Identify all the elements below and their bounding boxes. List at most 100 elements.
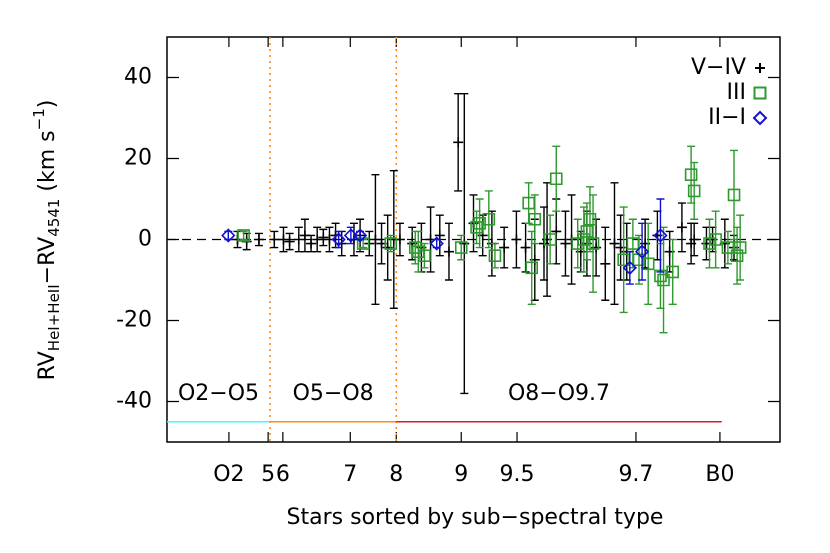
data-point <box>609 238 620 249</box>
data-point <box>543 233 557 246</box>
error-bar <box>490 242 499 269</box>
data-point <box>511 234 522 245</box>
data-point <box>676 222 687 233</box>
data-point <box>306 238 317 249</box>
data-point <box>418 249 431 262</box>
error-bar <box>484 190 493 249</box>
x-tick-label: O2 <box>213 462 244 487</box>
y-tick-label: 40 <box>124 65 152 90</box>
data-point <box>657 273 670 287</box>
y-tick-label: 0 <box>138 227 152 252</box>
x-axis-label: Stars sorted by sub−spectral type <box>287 505 664 530</box>
data-point <box>356 237 370 250</box>
error-bar <box>619 206 628 314</box>
data-point <box>384 237 398 250</box>
x-tick-label: 7 <box>343 462 357 487</box>
error-bar <box>730 149 739 241</box>
error-bar <box>475 198 484 249</box>
data-point <box>727 188 741 202</box>
data-point <box>687 184 701 198</box>
data-point <box>709 233 722 246</box>
range-label: O2−O5 <box>178 381 259 406</box>
data-point <box>408 241 422 254</box>
data-point <box>634 244 650 259</box>
x-tick-label: B0 <box>705 462 734 487</box>
y-axis-label: RVHeI+HeII−RV4541 (km s−1) <box>30 100 63 381</box>
data-point <box>370 234 381 245</box>
data-point <box>586 237 600 250</box>
error-bar <box>239 230 248 241</box>
legend-label: V−IV <box>691 55 746 80</box>
data-point <box>352 228 368 243</box>
data-point <box>473 217 486 230</box>
data-point <box>488 249 502 262</box>
data-point <box>721 241 735 254</box>
data-point <box>689 234 700 245</box>
data-point <box>278 234 289 245</box>
y-tick-label: 20 <box>124 146 152 171</box>
data-point <box>666 265 680 279</box>
x-tick-label: 9 <box>454 462 468 487</box>
error-bar <box>638 222 647 281</box>
x-tick-label: 5 <box>261 462 275 487</box>
data-point <box>434 230 445 241</box>
data-point <box>600 258 611 269</box>
data-point <box>549 172 563 186</box>
data-point <box>499 242 510 253</box>
error-bar <box>625 250 634 285</box>
data-point <box>453 137 464 148</box>
legend-marker <box>752 110 768 126</box>
data-point <box>443 246 454 257</box>
range-label: O5−O8 <box>293 381 374 406</box>
data-point <box>454 241 468 254</box>
legend-label: III <box>727 80 746 105</box>
data-point <box>703 237 716 250</box>
data-point <box>312 234 323 245</box>
error-bar <box>457 234 466 261</box>
data-point <box>429 236 444 251</box>
legend-marker <box>755 63 765 73</box>
data-point <box>684 168 698 181</box>
data-point <box>520 242 531 253</box>
error-bar <box>723 230 732 265</box>
y-tick-label: -40 <box>116 389 152 414</box>
data-point <box>318 232 329 243</box>
data-point <box>522 196 535 210</box>
data-point <box>653 228 668 243</box>
range-label: O8−O9.7 <box>508 381 610 406</box>
data-point <box>343 228 359 243</box>
error-bar <box>690 161 699 220</box>
data-point <box>237 229 250 242</box>
legend-marker <box>753 86 767 100</box>
data-point <box>525 261 539 275</box>
data-point <box>571 237 585 250</box>
data-point <box>560 238 571 249</box>
legend-label: II−I <box>708 105 746 130</box>
y-tick-label: -20 <box>116 308 152 333</box>
data-point <box>221 228 236 243</box>
data-point <box>482 212 496 226</box>
x-tick-label: 9.7 <box>618 462 653 487</box>
error-bar <box>656 198 665 273</box>
data-point <box>730 249 744 262</box>
error-bar <box>668 238 677 305</box>
data-point <box>528 212 542 226</box>
data-point <box>331 232 346 247</box>
data-point <box>577 233 591 246</box>
data-point <box>253 234 264 245</box>
x-tick-label: 8 <box>389 462 403 487</box>
error-bar <box>546 214 555 265</box>
data-point <box>293 234 304 245</box>
data-point <box>622 260 637 275</box>
error-bar <box>552 145 561 212</box>
error-bar <box>589 194 598 293</box>
x-tick-label: 6 <box>276 462 290 487</box>
data-point <box>299 230 310 241</box>
error-bar <box>736 214 745 281</box>
data-point <box>654 269 667 283</box>
data-point <box>284 236 295 247</box>
data-point <box>269 234 280 245</box>
data-point <box>583 212 597 226</box>
data-point <box>412 245 425 258</box>
